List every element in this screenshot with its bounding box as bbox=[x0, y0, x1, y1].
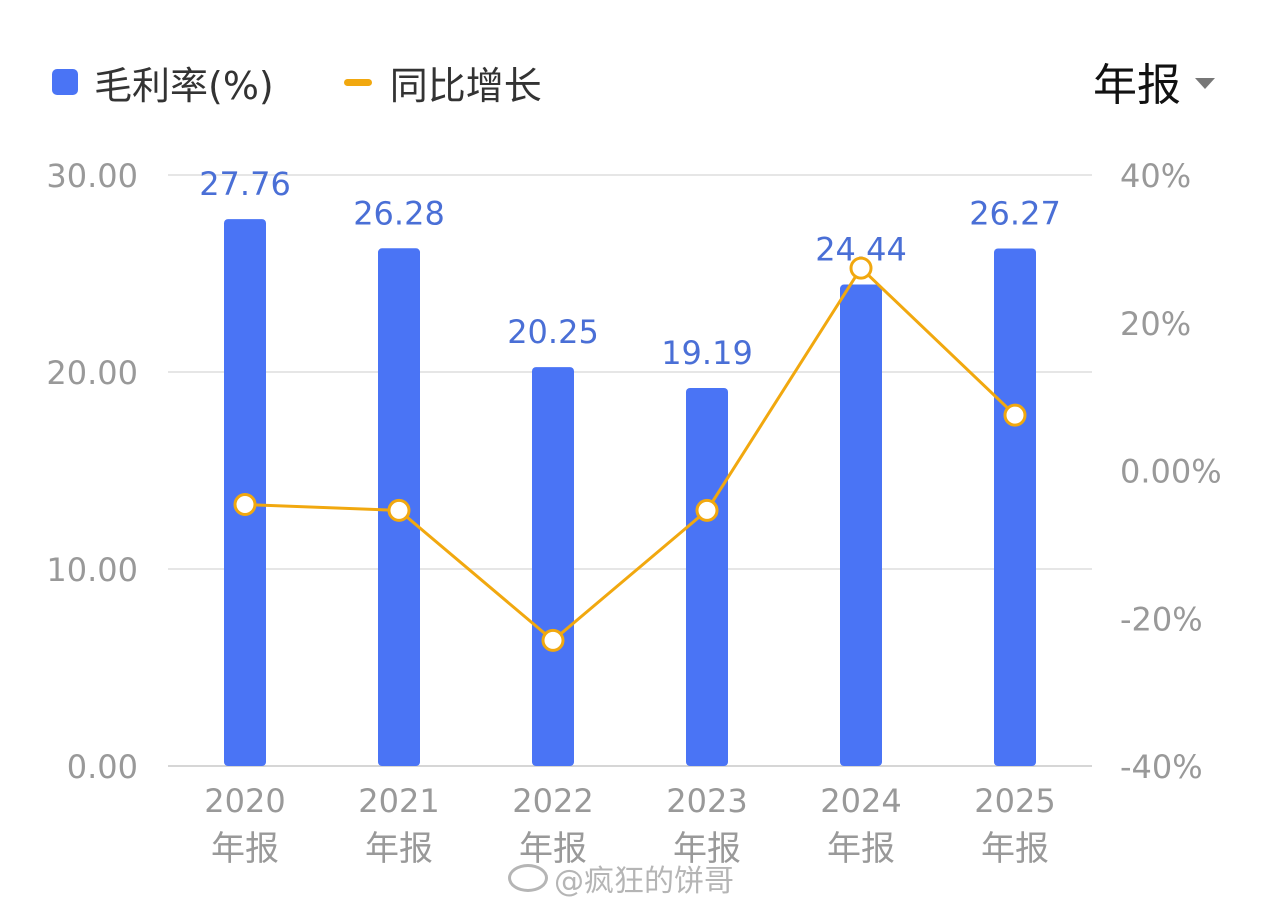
y-right-tick-label: -40% bbox=[1120, 748, 1203, 786]
x-tick-label-year: 2021 bbox=[358, 782, 439, 820]
x-tick-label-year: 2024 bbox=[820, 782, 901, 820]
bar bbox=[840, 284, 882, 766]
legend-line-label: 同比增长 bbox=[389, 63, 542, 108]
bar bbox=[224, 219, 266, 767]
period-selector-label: 年报 bbox=[1093, 60, 1181, 111]
legend-line-swatch bbox=[343, 78, 372, 86]
chart-legend: 毛利率(%) 同比增长 bbox=[52, 52, 612, 112]
period-selector-dropdown[interactable]: 年报 bbox=[1093, 50, 1215, 112]
legend-item-yoy-growth[interactable]: 同比增长 bbox=[343, 55, 542, 110]
legend-bar-label: 毛利率(%) bbox=[94, 63, 274, 108]
y-right-tick-label: -20% bbox=[1120, 600, 1203, 638]
x-tick-label-year: 2025 bbox=[974, 782, 1055, 820]
bar-data-label: 19.19 bbox=[661, 334, 753, 372]
yoy-growth-point bbox=[1003, 403, 1027, 427]
bar bbox=[686, 387, 728, 766]
bar bbox=[994, 248, 1036, 766]
yoy-growth-point bbox=[695, 498, 719, 522]
yoy-growth-point bbox=[233, 492, 257, 516]
x-tick-label-period: 年报 bbox=[211, 829, 279, 869]
y-left-tick-label: 20.00 bbox=[46, 354, 138, 392]
bar-data-label: 26.28 bbox=[353, 194, 445, 232]
yoy-growth-point bbox=[541, 628, 565, 652]
x-tick-label-period: 年报 bbox=[673, 829, 741, 869]
y-right-tick-label: 0.00% bbox=[1120, 453, 1222, 491]
x-tick-label-year: 2020 bbox=[204, 782, 285, 820]
y-left-tick-label: 0.00 bbox=[67, 748, 138, 786]
watermark-text: @疯狂的饼哥 bbox=[554, 864, 734, 899]
yoy-growth-point bbox=[849, 256, 873, 280]
yoy-growth-line bbox=[244, 265, 1017, 643]
y-right-tick-label: 40% bbox=[1120, 157, 1191, 195]
y-right-tick-label: 20% bbox=[1120, 305, 1191, 343]
y-left-tick-label: 10.00 bbox=[46, 551, 138, 589]
x-tick-label-period: 年报 bbox=[519, 829, 587, 869]
x-tick-label-period: 年报 bbox=[365, 829, 433, 869]
watermark: @疯狂的饼哥 bbox=[508, 856, 734, 900]
caret-down-icon bbox=[1195, 77, 1215, 89]
weibo-logo-icon bbox=[508, 864, 548, 892]
yoy-growth-point bbox=[387, 498, 411, 522]
x-tick-label-period: 年报 bbox=[827, 829, 895, 869]
x-tick-label-period: 年报 bbox=[981, 829, 1049, 869]
x-tick-label-year: 2022 bbox=[512, 782, 593, 820]
y-left-tick-label: 30.00 bbox=[46, 157, 138, 195]
bar-data-label: 27.76 bbox=[199, 165, 291, 203]
bar bbox=[532, 367, 574, 766]
x-tick-label-year: 2023 bbox=[666, 782, 747, 820]
bar-data-label: 26.27 bbox=[969, 194, 1061, 232]
bar-data-label: 20.25 bbox=[507, 313, 599, 351]
legend-item-gross-margin[interactable]: 毛利率(%) bbox=[52, 55, 274, 110]
legend-bar-swatch bbox=[52, 69, 78, 95]
